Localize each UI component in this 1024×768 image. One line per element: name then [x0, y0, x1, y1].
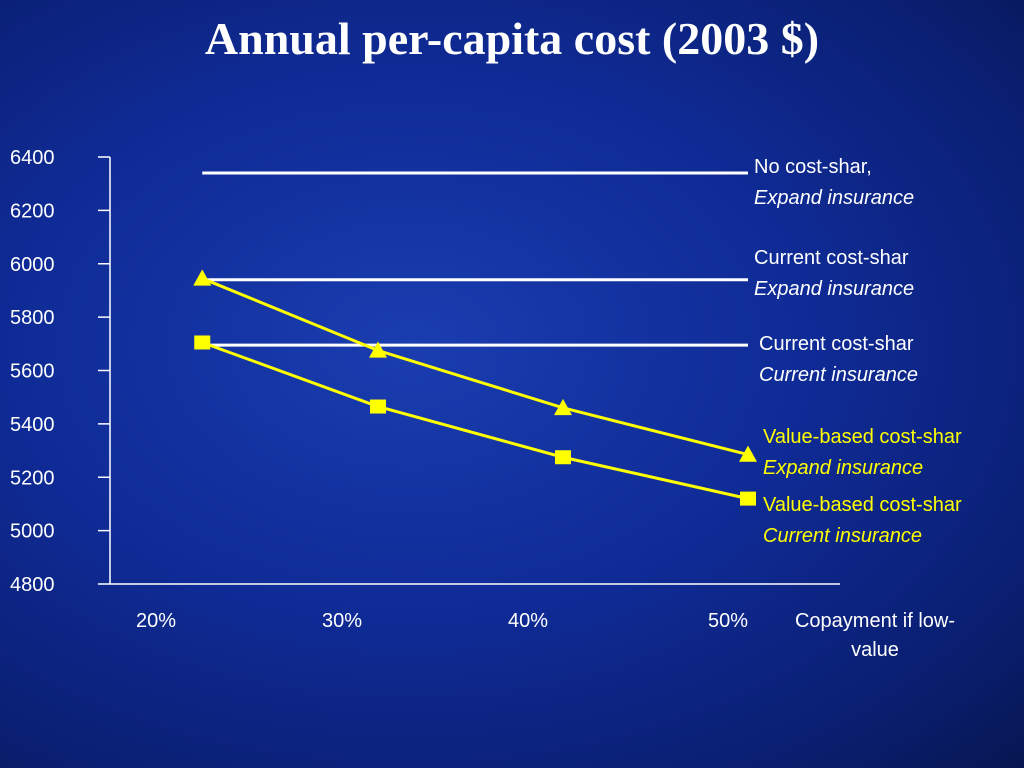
label-value-based-current-line2: Current insurance — [763, 525, 922, 547]
x-tick-label: 50% — [708, 610, 748, 632]
y-tick-label: 5000 — [10, 521, 55, 543]
y-tick-label: 4800 — [10, 574, 55, 596]
triangle-marker — [739, 445, 757, 462]
square-marker — [370, 399, 386, 414]
y-tick-label: 5800 — [10, 307, 55, 329]
triangle-marker — [369, 341, 387, 358]
square-marker — [740, 491, 756, 506]
y-tick-label: 5400 — [10, 414, 55, 436]
label-current-cost-shar-expand-line1: Current cost-shar — [754, 247, 909, 269]
triangle-marker — [193, 269, 212, 286]
label-value-based-expand-line1: Value-based cost-shar — [763, 426, 962, 448]
x-axis-title-line2: value — [851, 639, 899, 661]
slide-title: Annual per-capita cost (2003 $) — [204, 13, 820, 64]
series-line-value-based-expand — [201, 277, 749, 457]
y-tick-label: 6200 — [10, 200, 55, 222]
series-line-value-based-current — [201, 341, 749, 501]
y-tick-label: 5600 — [10, 361, 55, 383]
label-current-cost-shar-current-line1: Current cost-shar — [759, 333, 914, 355]
label-current-cost-shar-expand-line2: Expand insurance — [754, 278, 914, 300]
y-tick-label: 5200 — [10, 467, 55, 489]
y-tick-label: 6400 — [10, 147, 55, 169]
square-marker — [194, 335, 211, 350]
label-no-cost-shar-expand-line2: Expand insurance — [754, 187, 914, 209]
x-tick-label: 30% — [322, 610, 362, 632]
label-value-based-expand-line2: Expand insurance — [763, 457, 923, 479]
y-tick-label: 6000 — [10, 254, 55, 276]
x-tick-label: 40% — [508, 610, 548, 632]
x-axis-title-line1: Copayment if low- — [795, 610, 955, 632]
label-no-cost-shar-expand-line1: No cost-shar, — [754, 156, 872, 178]
label-current-cost-shar-current-line2: Current insurance — [759, 364, 918, 386]
label-value-based-current-line1: Value-based cost-shar — [763, 494, 962, 516]
square-marker — [555, 450, 571, 465]
triangle-marker — [554, 398, 572, 416]
x-tick-label: 20% — [136, 610, 176, 632]
